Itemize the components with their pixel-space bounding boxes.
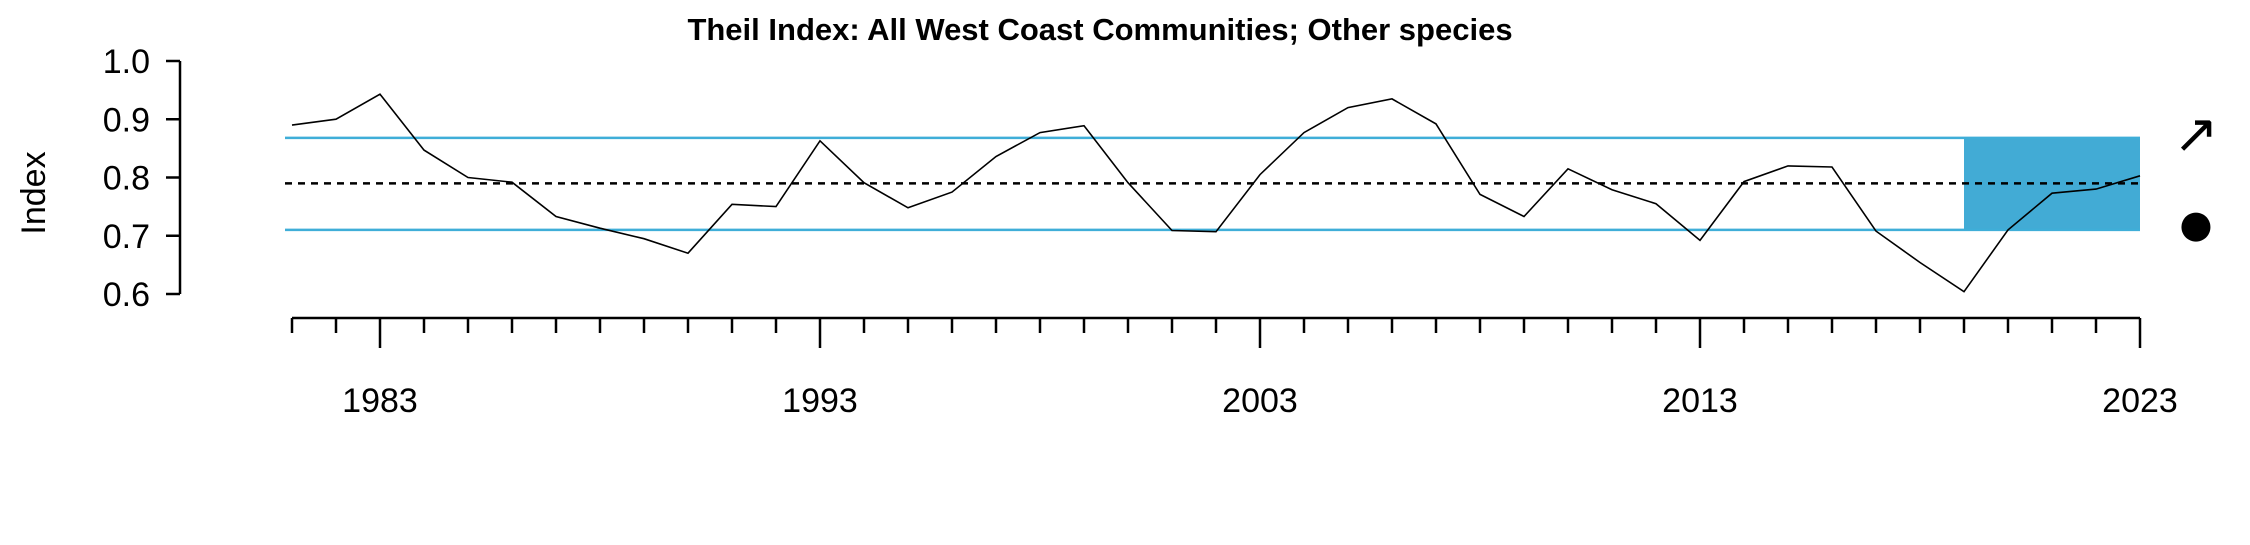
- x-tick-label: 1993: [782, 382, 858, 420]
- x-tick-label: 2003: [1222, 382, 1298, 420]
- y-tick-label: 0.8: [103, 160, 150, 198]
- y-tick-label: 0.9: [103, 101, 150, 139]
- series-line: [291, 93, 2141, 293]
- y-tick-label: 0.7: [103, 218, 150, 256]
- plot-area: 0.6 0.7 0.8 0.9 1.0 1983 1993 2003 2013 2023: [103, 43, 2178, 420]
- x-tick-label: 2013: [1662, 382, 1738, 420]
- chart-title: Theil Index: All West Coast Communities;…: [687, 12, 1512, 47]
- x-tick-label: 2023: [2102, 382, 2178, 420]
- mean-status-icon: ●: [2179, 202, 2212, 246]
- y-axis-label: Index: [15, 151, 53, 234]
- trend-arrow-icon: ↗: [2173, 102, 2218, 165]
- x-tick-label: 1983: [342, 382, 418, 420]
- y-tick-label: 1.0: [103, 43, 150, 81]
- y-tick-label: 0.6: [103, 276, 150, 314]
